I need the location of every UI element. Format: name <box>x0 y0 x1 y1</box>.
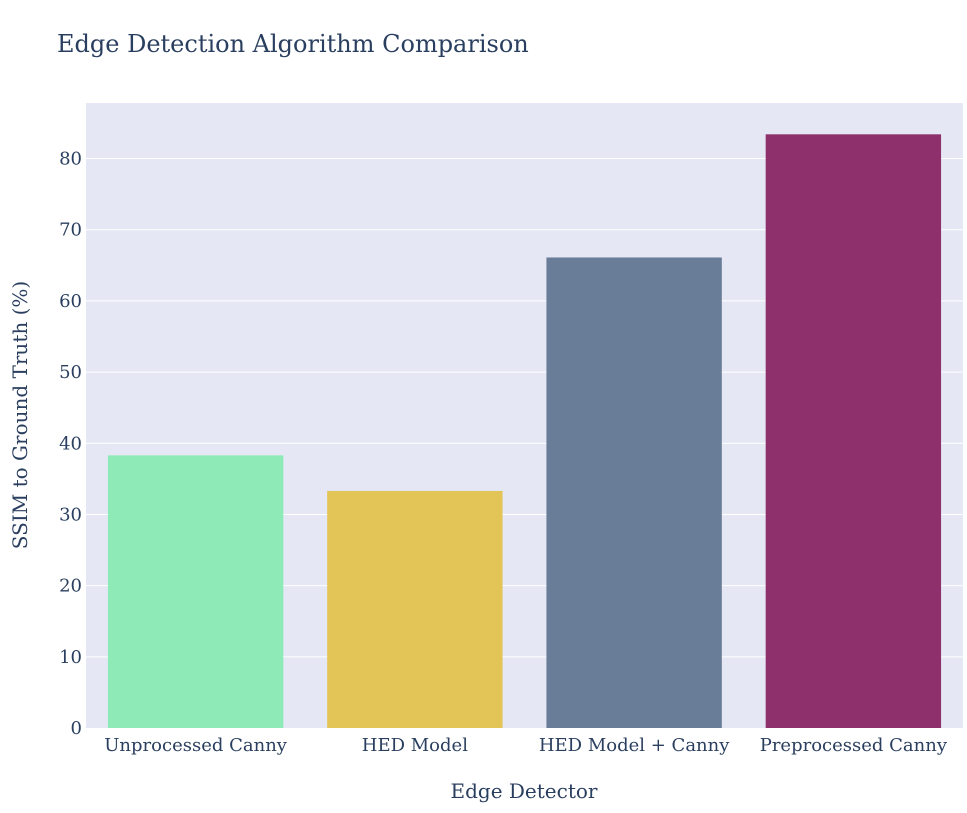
bar-hed-model <box>327 490 503 728</box>
y-tick-label: 40 <box>59 433 82 454</box>
bar-preprocessed-canny <box>765 134 942 729</box>
y-tick-label: 80 <box>59 149 82 170</box>
y-tick-label: 60 <box>59 291 82 312</box>
x-tick-label: HED Model <box>362 735 468 756</box>
x-axis-title: Edge Detector <box>451 779 598 803</box>
chart-title: Edge Detection Algorithm Comparison <box>57 30 529 58</box>
y-tick-label: 0 <box>71 718 82 739</box>
y-tick-label: 30 <box>59 504 82 525</box>
y-axis-ticks: 0 10 20 30 40 50 60 70 80 <box>59 149 82 739</box>
y-tick-label: 50 <box>59 362 82 383</box>
x-tick-label: Unprocessed Canny <box>104 735 288 756</box>
bars <box>107 134 942 729</box>
bar-hed-model-canny <box>546 257 722 728</box>
y-tick-label: 20 <box>59 576 82 597</box>
bar-unprocessed-canny <box>107 455 284 728</box>
y-tick-label: 10 <box>59 647 82 668</box>
y-tick-label: 70 <box>59 220 82 241</box>
x-tick-label: Preprocessed Canny <box>760 735 948 756</box>
y-axis-title: SSIM to Ground Truth (%) <box>8 281 32 549</box>
x-tick-label: HED Model + Canny <box>539 735 730 756</box>
x-axis-ticks: Unprocessed Canny HED Model HED Model + Ca… <box>104 735 948 756</box>
